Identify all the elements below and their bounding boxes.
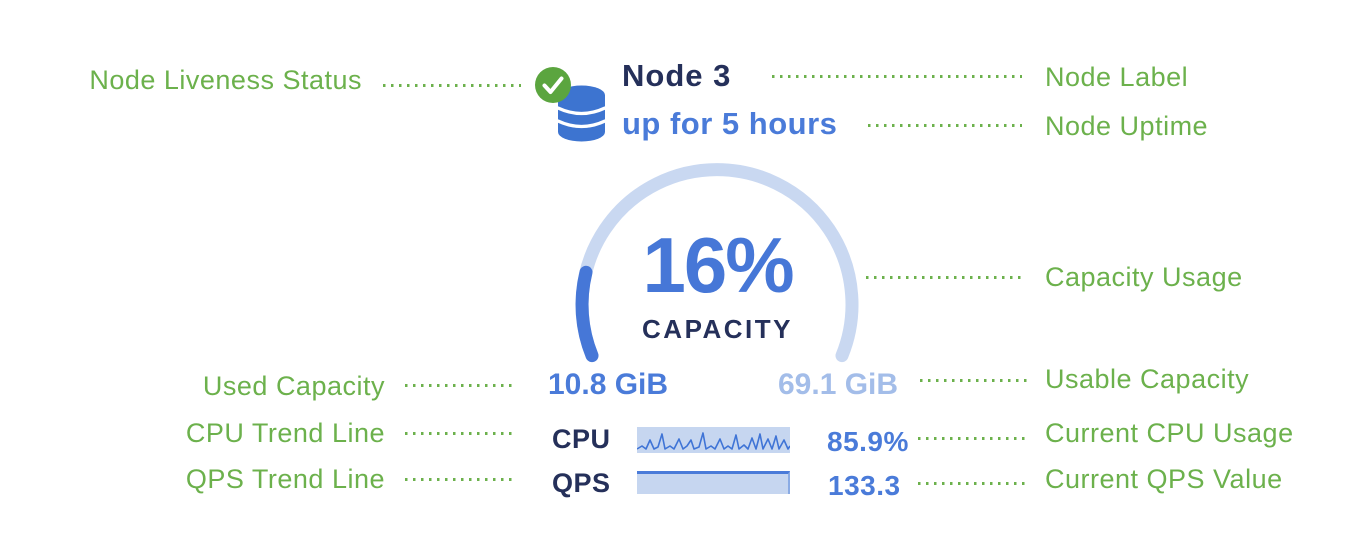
leader-used-capacity (405, 384, 513, 387)
usable-capacity-value: 69.1 GiB (778, 368, 899, 401)
annotation-capacity-usage: Capacity Usage (1045, 262, 1243, 292)
qps-trend-bar (637, 471, 790, 494)
capacity-caption: CAPACITY (642, 314, 793, 344)
qps-label: QPS (552, 468, 611, 498)
node-icon-group (535, 67, 607, 142)
capacity-gauge (575, 163, 859, 363)
leader-node-label (772, 75, 1022, 78)
annotation-cpu-trend-line: CPU Trend Line (185, 418, 385, 448)
leader-usable-capacity (920, 379, 1027, 382)
leader-current-qps (918, 482, 1027, 485)
annotation-usable-capacity: Usable Capacity (1045, 364, 1250, 394)
annotation-current-cpu-usage: Current CPU Usage (1045, 418, 1294, 448)
used-capacity-value: 10.8 GiB (548, 368, 669, 401)
qps-current-value: 133.3 (828, 470, 901, 501)
leader-node-uptime (868, 124, 1022, 127)
annotation-node-uptime: Node Uptime (1045, 111, 1209, 141)
leader-cpu-trend (405, 432, 513, 435)
leader-capacity-usage (866, 276, 1022, 279)
gauge-value-arc (575, 265, 599, 363)
leader-node-liveness (383, 84, 521, 87)
annotation-node-label: Node Label (1045, 62, 1189, 92)
leader-qps-trend (405, 478, 513, 481)
annotation-used-capacity: Used Capacity (202, 371, 385, 401)
annotation-qps-trend-line: QPS Trend Line (185, 464, 385, 494)
cpu-label: CPU (552, 424, 611, 454)
cpu-sparkline-svg (636, 432, 791, 450)
annotation-node-liveness-status: Node Liveness Status (89, 65, 362, 95)
annotation-current-qps-value: Current QPS Value (1045, 464, 1283, 494)
cpu-current-value: 85.9% (827, 426, 909, 457)
cpu-trend-sparkline (636, 427, 791, 453)
capacity-usage-percent: 16% (642, 221, 794, 309)
node-label: Node 3 (622, 58, 732, 93)
leader-current-cpu (918, 437, 1027, 440)
liveness-check-icon (535, 67, 571, 103)
node-uptime: up for 5 hours (622, 106, 838, 141)
